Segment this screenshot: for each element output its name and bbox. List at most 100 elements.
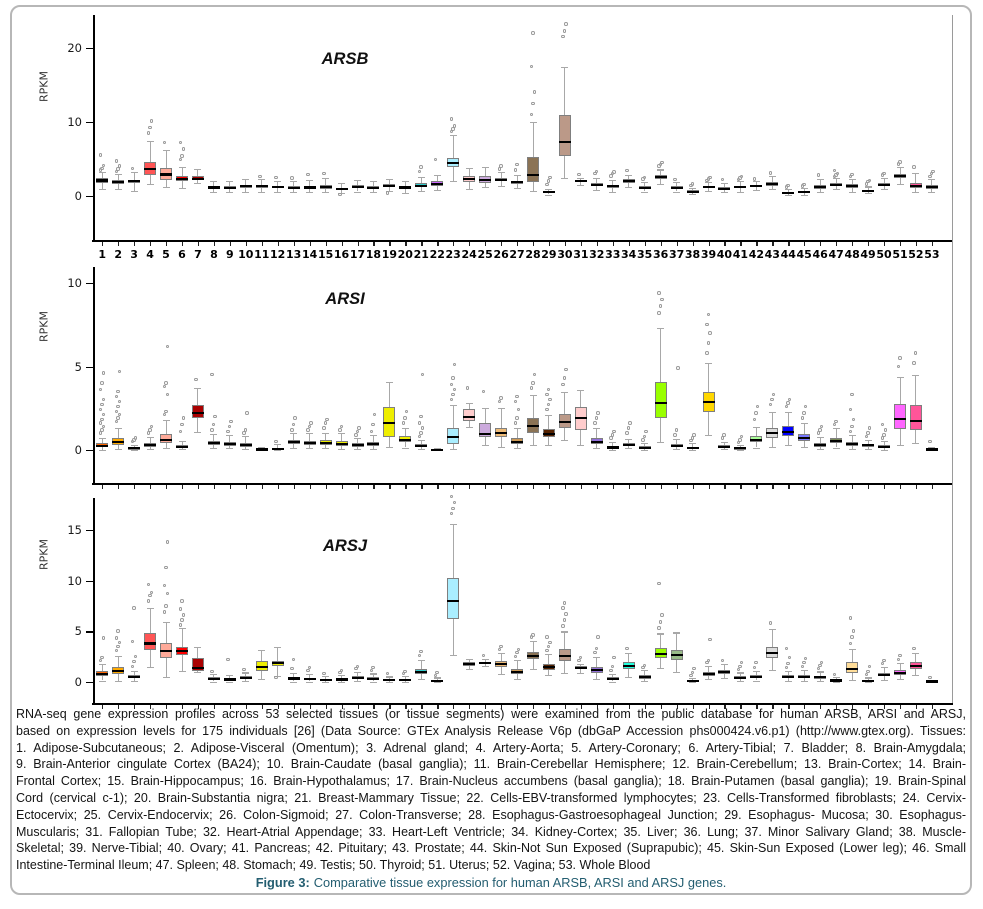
outlier-dot <box>850 424 854 429</box>
outlier-dot <box>866 669 870 674</box>
x-tick <box>453 241 455 247</box>
outlier-dot <box>864 672 869 677</box>
outlier-dot <box>531 381 535 385</box>
whisker-cap-low <box>752 447 760 449</box>
x-tick-label: 38 <box>684 248 701 261</box>
outlier-dot <box>657 581 661 586</box>
outlier-dot <box>100 402 104 407</box>
median-line <box>415 184 428 187</box>
whisker-cap-low <box>146 666 154 668</box>
whisker-cap-low <box>385 681 393 683</box>
x-tick <box>261 241 264 247</box>
figure-caption-block: RNA-seq gene expression profiles across … <box>16 706 966 892</box>
whisker-cap-low <box>768 669 776 671</box>
outlier-dot <box>786 183 790 188</box>
whisker-cap-low <box>529 190 537 192</box>
outlier-dot <box>612 429 616 434</box>
outlier-dot <box>245 411 249 415</box>
outlier-dot <box>931 169 935 174</box>
outlier-dot <box>210 372 214 377</box>
x-tick <box>708 241 710 247</box>
whisker-cap-low <box>705 679 712 681</box>
median-line <box>830 679 843 682</box>
whisker-cap-low <box>928 192 936 194</box>
whisker-cap-high <box>417 659 425 661</box>
median-line <box>542 666 555 669</box>
median-line <box>878 183 890 186</box>
whisker-cap-low <box>545 674 553 677</box>
whisker-cap-low <box>880 189 888 191</box>
whisker-cap-high <box>673 439 681 441</box>
outlier-dot <box>609 436 613 440</box>
x-tick <box>533 704 535 710</box>
whisker-cap-low <box>657 441 665 443</box>
y-axis-title-arsj: RPKM <box>37 539 51 570</box>
outlier-dot <box>898 653 902 658</box>
median-line <box>670 186 683 189</box>
whisker-cap-low <box>401 193 409 195</box>
whisker <box>261 446 263 450</box>
whisker-cap-high <box>513 428 521 430</box>
x-tick <box>660 704 662 710</box>
whisker-cap-high <box>385 381 393 383</box>
outlier-dot <box>802 182 806 187</box>
outlier-dot <box>433 157 438 162</box>
outlier-dot <box>322 171 326 176</box>
whisker-cap-low <box>832 189 840 191</box>
outlier-dot <box>593 650 597 655</box>
outlier-dot <box>420 426 425 430</box>
outlier-dot <box>100 381 104 385</box>
outlier-dot <box>515 650 519 655</box>
x-tick <box>836 704 838 710</box>
outlier-dot <box>912 165 916 169</box>
outlier-dot <box>306 172 310 177</box>
whisker-cap-high <box>816 436 824 438</box>
x-tick <box>772 484 774 490</box>
outlier-dot <box>548 175 552 180</box>
whisker-cap-high <box>306 673 314 676</box>
whisker-cap-high <box>928 679 936 681</box>
x-tick-label: 28 <box>525 248 541 261</box>
median-line <box>223 186 236 189</box>
median-line <box>367 186 380 189</box>
outlier-dot <box>546 402 551 407</box>
x-axis-line-arsj <box>92 703 953 705</box>
outlier-dot <box>481 653 486 658</box>
whisker-cap-high <box>545 188 553 190</box>
median-line <box>894 671 906 674</box>
whisker-cap-low <box>322 448 330 450</box>
whisker-cap-low <box>705 190 712 192</box>
whisker-cap-high <box>752 670 760 673</box>
x-tick <box>804 484 806 490</box>
whisker-cap-high <box>338 433 345 435</box>
median-line <box>431 679 444 682</box>
x-tick <box>740 704 742 710</box>
outlier-dot <box>98 431 103 435</box>
outlier-dot <box>114 394 119 399</box>
median-line <box>878 445 890 448</box>
median-line <box>527 174 539 177</box>
x-tick-label: 4 <box>146 248 154 261</box>
x-tick <box>788 704 790 710</box>
y-axis-line-arsi <box>93 267 95 483</box>
whisker-cap-low <box>130 681 138 683</box>
median-line <box>383 422 396 425</box>
outlier-dot <box>834 419 838 424</box>
outlier-dot <box>596 635 600 639</box>
outlier-dot <box>164 381 168 385</box>
median-line <box>255 448 268 451</box>
median-line <box>319 186 332 189</box>
outlier-dot <box>181 147 186 151</box>
median-line <box>351 676 364 679</box>
whisker-cap-high <box>657 633 665 635</box>
x-tick <box>102 484 104 490</box>
x-tick <box>676 241 678 247</box>
x-tick <box>277 484 279 490</box>
outlier-dot <box>755 404 760 409</box>
x-tick <box>277 704 279 710</box>
x-tick <box>644 241 646 247</box>
whisker-cap-low <box>577 445 585 447</box>
median-line <box>638 186 651 189</box>
x-tick <box>931 484 934 490</box>
median-line <box>415 670 428 673</box>
